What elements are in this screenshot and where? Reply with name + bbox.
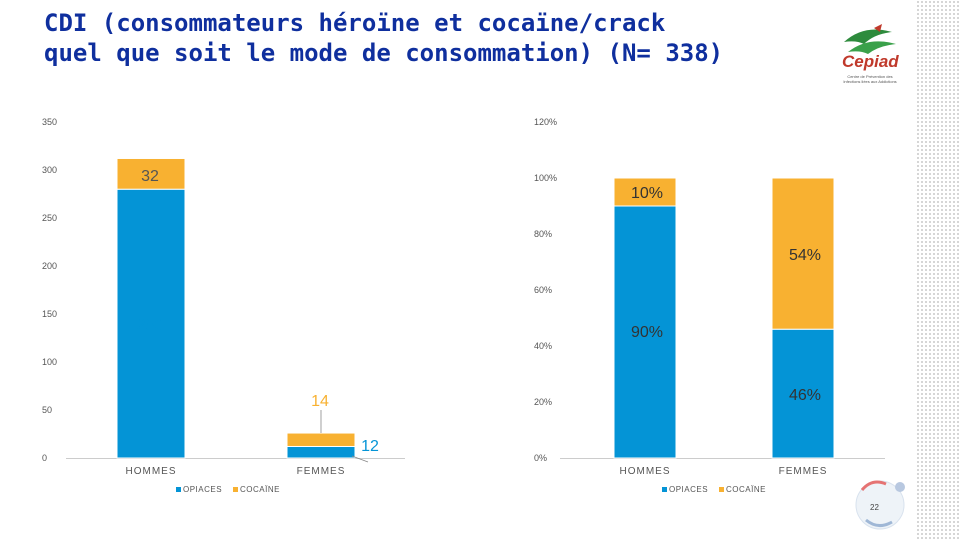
x-tick-label: HOMMES bbox=[126, 466, 177, 477]
logo-subtitle: Centre de Prévention des Infections liée… bbox=[843, 74, 897, 84]
y-tick-label: 20% bbox=[534, 397, 552, 407]
bar-cocaine-hommes bbox=[613, 177, 677, 207]
bar-opiaces-femmes bbox=[286, 445, 356, 459]
legend-swatch-cocaine bbox=[233, 487, 238, 492]
y-tick-label: 0 bbox=[42, 453, 47, 463]
y-tick-label: 300 bbox=[42, 165, 57, 175]
data-label: 90% bbox=[631, 324, 663, 341]
bar-cocaine-femmes bbox=[286, 432, 356, 447]
cepiad-logo-icon bbox=[844, 24, 896, 54]
y-tick-label: 350 bbox=[42, 117, 57, 127]
x-tick-label: FEMMES bbox=[779, 466, 828, 477]
y-tick-label: 100% bbox=[534, 173, 557, 183]
bar-opiaces-hommes bbox=[116, 188, 186, 459]
y-tick-label: 50 bbox=[42, 405, 52, 415]
y-tick-label: 100 bbox=[42, 357, 57, 367]
data-label: 14 bbox=[311, 393, 329, 410]
y-tick-label: 120% bbox=[534, 117, 557, 127]
chart-counts: 0 50 100 150 200 250 300 350 HOMMES FEMMES 280 12 32… bbox=[42, 117, 405, 494]
y-tick-label: 60% bbox=[534, 285, 552, 295]
bar-opiaces-hommes bbox=[613, 205, 677, 459]
x-tick-label: FEMMES bbox=[297, 466, 346, 477]
data-label: 32 bbox=[141, 168, 159, 185]
y-tick-label: 40% bbox=[534, 341, 552, 351]
legend-label: OPIACES bbox=[669, 485, 708, 494]
slide-title-line-2: quel que soit le mode de consommation) (… bbox=[44, 39, 724, 67]
data-label: 12 bbox=[361, 438, 379, 455]
bar-opiaces-femmes bbox=[771, 328, 835, 459]
data-label: 10% bbox=[631, 185, 663, 202]
y-tick-label: 0% bbox=[534, 453, 547, 463]
slide-title: CDI (consommateurs héroïne et cocaïne/cr… bbox=[44, 8, 824, 68]
legend-swatch-opiaces bbox=[662, 487, 667, 492]
chart-percentages: 0% 20% 40% 60% 80% 100% 120% HOMMES FEMMES 90% 46%… bbox=[534, 117, 885, 494]
legend-label: COCAÏNE bbox=[726, 485, 766, 494]
bar-cocaine-hommes bbox=[116, 157, 186, 190]
y-tick-label: 150 bbox=[42, 309, 57, 319]
slide-title-line-1: CDI (consommateurs héroïne et cocaïne/cr… bbox=[44, 9, 666, 37]
page-badge-icon bbox=[855, 480, 905, 530]
legend-label: OPIACES bbox=[183, 485, 222, 494]
y-tick-label: 200 bbox=[42, 261, 57, 271]
logo-name: Cepiad bbox=[842, 52, 899, 71]
data-label-leader-line bbox=[351, 455, 369, 463]
legend-label: COCAÏNE bbox=[240, 485, 280, 494]
x-tick-label: HOMMES bbox=[620, 466, 671, 477]
bar-cocaine-femmes bbox=[771, 177, 835, 330]
dotted-border-decoration bbox=[916, 0, 960, 540]
page-number: 22 bbox=[870, 503, 879, 512]
data-label: 280 bbox=[137, 317, 164, 334]
y-tick-label: 80% bbox=[534, 229, 552, 239]
data-label: 46% bbox=[789, 387, 821, 404]
legend-swatch-cocaine bbox=[719, 487, 724, 492]
legend-swatch-opiaces bbox=[176, 487, 181, 492]
data-label: 54% bbox=[789, 247, 821, 264]
y-tick-label: 250 bbox=[42, 213, 57, 223]
